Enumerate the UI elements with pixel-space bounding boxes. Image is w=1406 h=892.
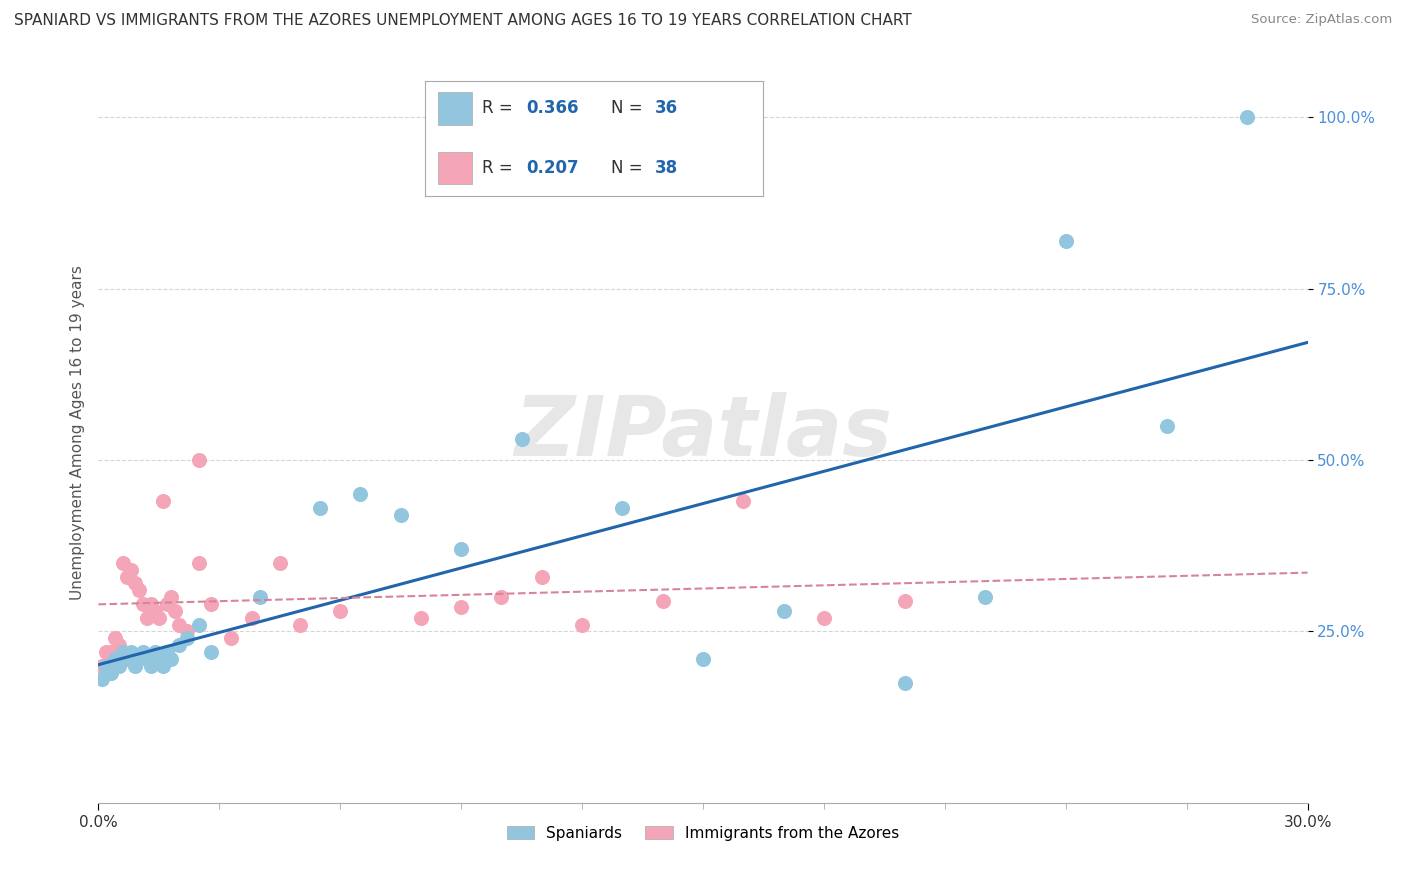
Text: Source: ZipAtlas.com: Source: ZipAtlas.com [1251, 13, 1392, 27]
Point [128, 652, 150, 666]
Point [167, 617, 190, 632]
Point [96, 645, 118, 659]
Legend: Spaniards, Immigrants from the Azores: Spaniards, Immigrants from the Azores [501, 820, 905, 847]
Point [139, 597, 162, 611]
Point [135, 652, 157, 666]
Point [1156, 418, 1178, 433]
Point [200, 597, 222, 611]
Point [309, 501, 332, 516]
Point [100, 645, 122, 659]
Point [148, 610, 170, 624]
Point [893, 593, 915, 607]
Point [115, 569, 138, 583]
Point [450, 542, 472, 557]
Point [135, 610, 157, 624]
Point [409, 610, 432, 624]
Point [491, 590, 513, 604]
Point [176, 632, 198, 646]
Point [132, 597, 155, 611]
Point [349, 487, 371, 501]
Point [111, 645, 134, 659]
Point [188, 556, 211, 570]
Point [156, 597, 179, 611]
Point [188, 453, 211, 467]
Point [107, 638, 129, 652]
Point [813, 610, 835, 624]
Point [115, 652, 138, 666]
Point [91, 658, 114, 673]
Point [221, 632, 243, 646]
Y-axis label: Unemployment Among Ages 16 to 19 years: Unemployment Among Ages 16 to 19 years [69, 265, 84, 600]
Point [269, 556, 291, 570]
Point [111, 556, 134, 570]
Point [124, 658, 146, 673]
Point [571, 617, 593, 632]
Point [91, 673, 114, 687]
Point [103, 652, 125, 666]
Point [152, 658, 174, 673]
Point [200, 645, 222, 659]
Point [249, 590, 271, 604]
Point [389, 508, 412, 522]
Point [160, 652, 183, 666]
Point [651, 593, 673, 607]
Point [132, 645, 155, 659]
Point [167, 638, 190, 652]
Text: SPANIARD VS IMMIGRANTS FROM THE AZORES UNEMPLOYMENT AMONG AGES 16 TO 19 YEARS CO: SPANIARD VS IMMIGRANTS FROM THE AZORES U… [14, 13, 912, 29]
Point [288, 617, 311, 632]
Point [107, 658, 129, 673]
Point [128, 583, 150, 598]
Point [450, 600, 472, 615]
Point [100, 665, 122, 680]
Point [152, 494, 174, 508]
Point [240, 610, 263, 624]
Point [733, 494, 755, 508]
Point [530, 569, 553, 583]
Point [893, 676, 915, 690]
Point [96, 658, 118, 673]
Point [124, 576, 146, 591]
Point [692, 652, 714, 666]
Point [148, 652, 170, 666]
Point [163, 604, 186, 618]
Point [143, 645, 166, 659]
Point [612, 501, 634, 516]
Text: ZIPatlas: ZIPatlas [515, 392, 891, 473]
Point [1236, 110, 1258, 124]
Point [188, 617, 211, 632]
Point [156, 645, 179, 659]
Point [160, 590, 183, 604]
Point [1054, 234, 1077, 248]
Point [103, 632, 125, 646]
Point [772, 604, 794, 618]
Point [974, 590, 997, 604]
Point [329, 604, 352, 618]
Point [139, 658, 162, 673]
Point [510, 433, 533, 447]
Point [120, 645, 142, 659]
Point [143, 604, 166, 618]
Point [120, 563, 142, 577]
Point [176, 624, 198, 639]
